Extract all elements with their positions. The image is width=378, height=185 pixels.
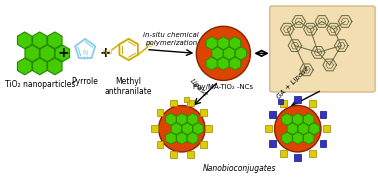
Polygon shape	[17, 32, 32, 49]
Polygon shape	[187, 132, 198, 144]
Polygon shape	[48, 58, 62, 75]
Polygon shape	[55, 45, 70, 62]
Polygon shape	[218, 37, 229, 50]
Polygon shape	[206, 57, 217, 70]
Polygon shape	[177, 132, 187, 144]
Polygon shape	[48, 32, 62, 49]
Polygon shape	[293, 132, 303, 144]
Bar	[265, 125, 272, 132]
Bar	[319, 111, 326, 118]
Bar	[269, 140, 276, 147]
Polygon shape	[235, 47, 246, 60]
Polygon shape	[25, 45, 39, 62]
Polygon shape	[229, 37, 241, 50]
Text: in-situ chemical
polymerization: in-situ chemical polymerization	[143, 33, 199, 46]
Polygon shape	[171, 123, 181, 135]
Polygon shape	[293, 113, 303, 125]
Polygon shape	[166, 113, 176, 125]
Polygon shape	[17, 58, 32, 75]
Polygon shape	[287, 123, 297, 135]
Bar	[280, 100, 287, 107]
Polygon shape	[304, 113, 314, 125]
Text: +: +	[57, 46, 69, 60]
Bar	[294, 154, 301, 161]
Bar	[170, 151, 177, 158]
Text: GA + Lipase: GA + Lipase	[276, 65, 310, 100]
Polygon shape	[40, 45, 54, 62]
Text: O: O	[148, 43, 153, 48]
Text: TiO₂ nanoparticles: TiO₂ nanoparticles	[5, 80, 75, 89]
Bar	[278, 99, 283, 104]
Polygon shape	[218, 57, 229, 70]
Polygon shape	[282, 132, 292, 144]
Polygon shape	[304, 132, 314, 144]
Text: NH₂: NH₂	[103, 50, 113, 55]
Polygon shape	[177, 113, 187, 125]
Text: N: N	[82, 50, 88, 56]
Polygon shape	[33, 32, 47, 49]
Bar	[206, 125, 212, 132]
Polygon shape	[187, 113, 198, 125]
Polygon shape	[298, 123, 308, 135]
Bar	[156, 110, 163, 116]
Text: Pyrrole: Pyrrole	[72, 77, 99, 85]
Bar	[269, 111, 276, 118]
Polygon shape	[193, 123, 203, 135]
Polygon shape	[229, 57, 241, 70]
Bar	[294, 96, 301, 103]
Polygon shape	[309, 123, 319, 135]
Polygon shape	[33, 58, 47, 75]
Text: Nanobioconjugates: Nanobioconjugates	[203, 164, 277, 173]
Bar	[319, 140, 326, 147]
Text: +: +	[100, 46, 111, 60]
Circle shape	[159, 106, 205, 152]
Text: H: H	[83, 56, 87, 61]
Bar	[200, 141, 207, 148]
Text: Ppy/MA-TiO₂ -NCs: Ppy/MA-TiO₂ -NCs	[193, 84, 253, 90]
Bar	[200, 110, 207, 116]
FancyBboxPatch shape	[270, 6, 375, 92]
Polygon shape	[224, 47, 235, 60]
Circle shape	[274, 106, 321, 152]
Bar	[184, 97, 189, 102]
Polygon shape	[182, 123, 192, 135]
Text: Lipase: Lipase	[189, 78, 209, 98]
Bar	[151, 125, 158, 132]
Bar	[187, 100, 194, 106]
Polygon shape	[206, 37, 217, 50]
Bar	[309, 100, 316, 107]
Circle shape	[196, 26, 251, 80]
Bar	[156, 141, 163, 148]
Text: Methyl
anthranilate: Methyl anthranilate	[105, 77, 152, 96]
Bar	[309, 150, 316, 157]
Polygon shape	[212, 47, 223, 60]
Bar	[187, 151, 194, 158]
Bar	[170, 100, 177, 106]
Bar	[280, 150, 287, 157]
Polygon shape	[282, 113, 292, 125]
Bar	[324, 125, 330, 132]
Polygon shape	[166, 132, 176, 144]
